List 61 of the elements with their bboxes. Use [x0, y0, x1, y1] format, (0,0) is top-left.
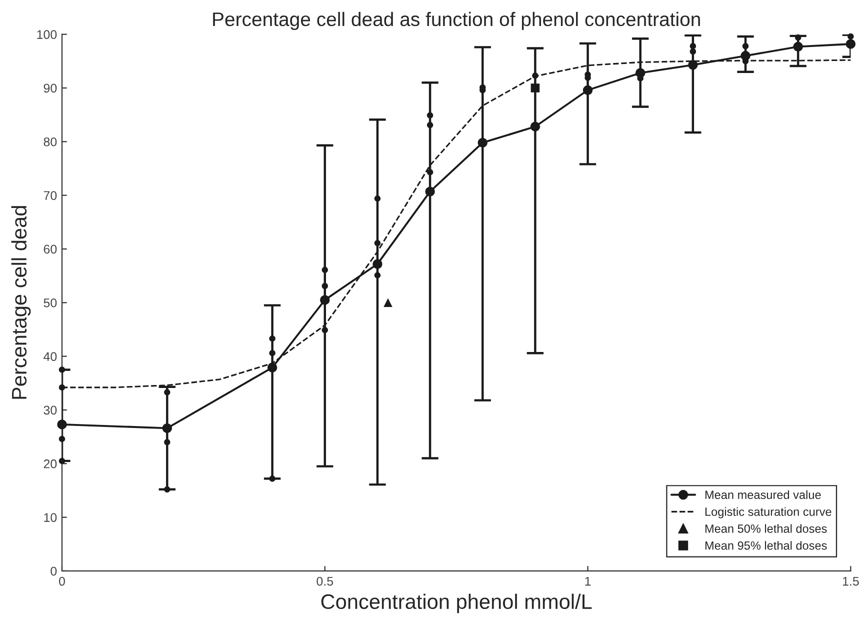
point: [846, 39, 856, 49]
point: [58, 384, 66, 391]
y-tick-label: 40: [44, 352, 57, 361]
point: [269, 476, 276, 482]
y-tick-label: 20: [44, 459, 57, 468]
point: [848, 33, 854, 40]
point: [58, 436, 66, 442]
point: [426, 122, 434, 128]
y-tick-label: 90: [44, 84, 57, 93]
point: [320, 295, 330, 305]
point: [58, 458, 66, 464]
y-tick-label: 30: [44, 406, 57, 415]
point: [374, 272, 381, 278]
y-tick-label: 70: [44, 191, 57, 200]
point: [426, 169, 434, 176]
point: [164, 486, 170, 492]
y-tick-label: 100: [37, 30, 57, 39]
x-tick-label: 1.5: [842, 576, 859, 586]
point: [742, 43, 749, 50]
point: [164, 439, 170, 446]
point: [530, 84, 540, 92]
x-axis-title: Concentration phenol mmol/L: [321, 594, 592, 614]
x-tick-label: 1: [585, 576, 591, 586]
point: [530, 122, 540, 132]
y-tick-label: 10: [44, 513, 57, 522]
point: [374, 195, 381, 202]
chart-title: Percentage cell dead as function of phenol concentration: [213, 12, 700, 30]
point: [57, 420, 67, 430]
point: [269, 335, 276, 342]
legend-label: Mean measured value: [705, 490, 821, 500]
point: [372, 259, 382, 269]
point: [793, 42, 803, 52]
point: [322, 282, 328, 290]
point: [690, 43, 696, 50]
point: [384, 298, 392, 308]
y-tick-label: 80: [44, 137, 57, 146]
legend-label: Mean 95% lethal doses: [705, 541, 827, 550]
point: [426, 112, 434, 118]
y-tick-label: 60: [44, 244, 57, 254]
point: [322, 326, 328, 334]
point: [374, 240, 381, 246]
point: [794, 34, 802, 41]
point: [478, 138, 488, 148]
point: [162, 423, 172, 434]
point: [690, 48, 696, 55]
y-tick-label: 50: [44, 298, 57, 308]
point: [164, 389, 170, 396]
point: [532, 72, 538, 79]
y-axis-title: Percentage cell dead: [11, 206, 31, 399]
point: [322, 266, 328, 274]
y-tick-label: 0: [50, 566, 57, 576]
point: [58, 366, 66, 373]
point: [425, 186, 435, 196]
x-tick-label: 0: [59, 576, 65, 586]
point: [582, 85, 593, 95]
x-tick-label: 0.5: [316, 576, 334, 586]
point: [688, 60, 698, 70]
legend-label: Mean 50% lethal doses: [705, 524, 827, 533]
point: [267, 362, 278, 372]
point: [269, 350, 276, 356]
legend-label: Logistic saturation curve: [705, 507, 832, 518]
